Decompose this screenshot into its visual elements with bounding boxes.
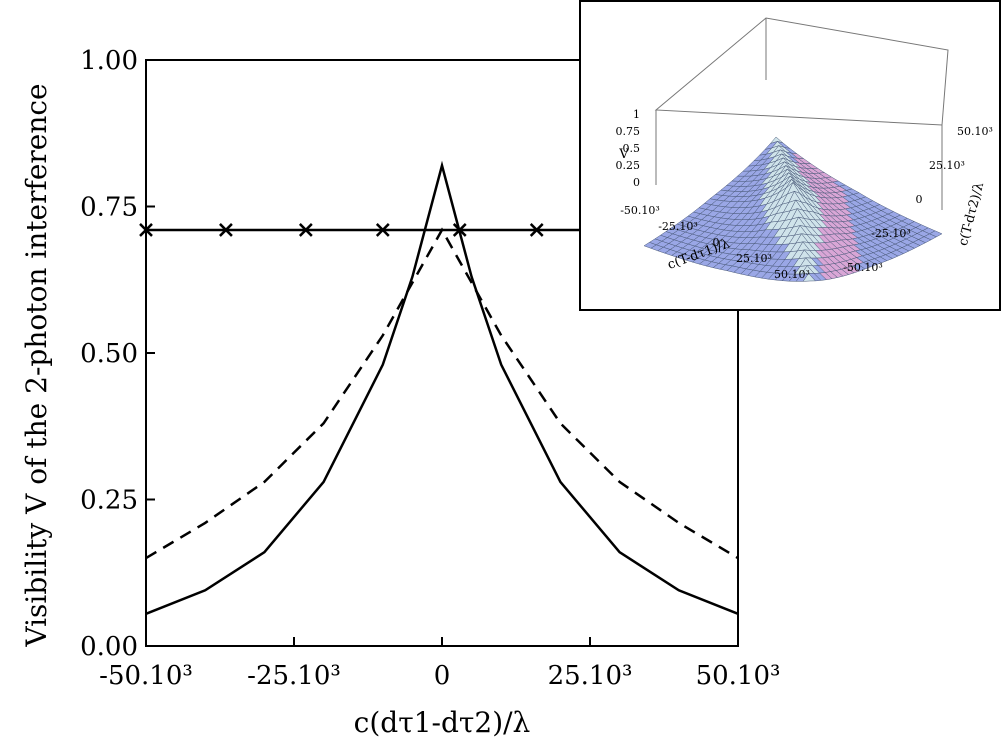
inset-y-ticks: 50.10³ 25.10³ 0 -25.10³ -50.10³ <box>843 125 993 274</box>
x-tick-label: -25.10³ <box>247 661 341 691</box>
inset-x-tick-label: 50.10³ <box>774 268 810 281</box>
inset-z-tick-label: 1 <box>633 108 640 121</box>
inset-y-tick-label: 0 <box>916 193 923 206</box>
x-marker <box>529 223 544 237</box>
inset-z-tick-label: 0.25 <box>616 159 641 172</box>
inset-y-tick-label: 50.10³ <box>957 125 993 138</box>
inset-x-tick-label: 0 <box>713 236 720 249</box>
surface-patch <box>929 230 943 238</box>
y-tick-label: 0.75 <box>80 193 138 223</box>
y-axis-title: Visibility V of the 2-photon interferenc… <box>20 83 53 647</box>
y-tick-label: 0.25 <box>80 486 138 516</box>
x-tick-label: 50.10³ <box>696 661 781 691</box>
x-tick-label: 0 <box>434 661 451 691</box>
inset-z-axis-title: V <box>618 147 629 162</box>
series-solid-line <box>145 160 739 615</box>
x-axis-ticks: -50.10³ -25.10³ 0 25.10³ 50.10³ <box>99 637 780 691</box>
inset-y-tick-label: -25.10³ <box>871 227 911 240</box>
inset-x-tick-label: -50.10³ <box>620 204 660 217</box>
inset-z-tick-label: 0.5 <box>623 142 641 155</box>
inset-box-top <box>654 17 949 126</box>
x-tick-label: -50.10³ <box>99 661 193 691</box>
inset-y-tick-label: 25.10³ <box>929 159 965 172</box>
x-marker <box>219 223 233 237</box>
inset-z-ticks: 1 0.75 0.5 0.25 0 <box>616 108 641 189</box>
surface-plot <box>643 136 943 282</box>
x-marker <box>139 223 153 237</box>
y-axis-ticks: 0.00 0.25 0.50 0.75 1.00 <box>80 46 155 662</box>
inset-z-tick-label: 0 <box>633 176 640 189</box>
x-marker <box>452 223 467 237</box>
inset-y-tick-label: -50.10³ <box>843 261 883 274</box>
x-marker <box>375 223 390 237</box>
main-plot: 0.000.250.500.751.00 -50.10³ -25.10³ 0 25.1… <box>20 46 780 739</box>
y-tick-label: 0.50 <box>80 339 138 369</box>
inset-z-tick-label: 0.75 <box>616 125 641 138</box>
inset-x-tick-label: 25.10³ <box>736 252 772 265</box>
x-axis-title: c(dτ1-dτ2)/λ <box>354 706 531 739</box>
inset-3d-surface: 10.750.50.250 -50.10³-25.10³025.10³50.10… <box>579 0 1001 311</box>
y-tick-label: 1.00 <box>80 46 138 76</box>
x-marker <box>298 223 313 237</box>
inset-x-tick-label: -25.10³ <box>658 220 698 233</box>
x-tick-label: 25.10³ <box>548 661 633 691</box>
y-tick-label: 0.00 <box>80 632 138 662</box>
